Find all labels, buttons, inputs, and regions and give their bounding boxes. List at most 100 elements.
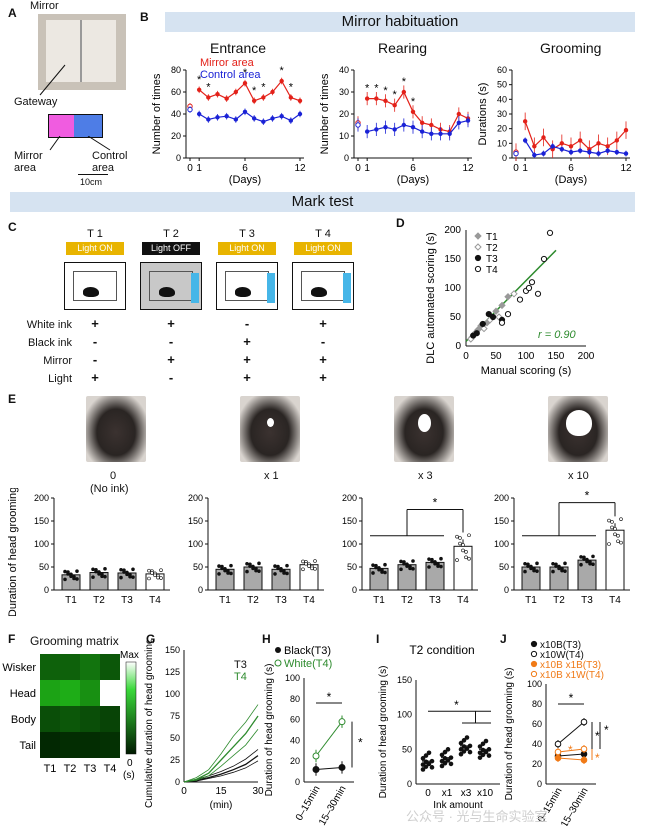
x-tick-label: 1 [196, 163, 202, 174]
data-point [596, 141, 601, 146]
significance-marker: * [402, 76, 407, 88]
data-point [383, 98, 388, 103]
x-tick-label: 6 [568, 163, 574, 174]
data-dot [159, 576, 163, 580]
data-dot [591, 554, 595, 559]
legend-marker [530, 660, 538, 668]
heatmap-cell [60, 732, 80, 758]
data-point [614, 138, 620, 143]
y-tick-label: 200 [494, 493, 509, 503]
data-dot [72, 576, 76, 581]
legend-label: x10B(T3) [540, 640, 581, 651]
data-dot [405, 564, 409, 568]
mouse-photo-x3 [394, 396, 454, 462]
data-dot [464, 555, 468, 560]
data-dot [477, 750, 483, 756]
series-line-0 [198, 79, 301, 102]
trial-conditions: T 1 Light ON + - - + T 2 Light OFF + - + - T 3 Light … [60, 228, 400, 388]
data-dot [147, 576, 151, 581]
data-dot [273, 564, 277, 568]
data-dot [371, 563, 375, 567]
data-point [456, 120, 462, 126]
row-label-white: White ink [26, 319, 72, 331]
significance-marker: * [595, 729, 600, 743]
significance-marker-orange-2: * [568, 743, 573, 757]
legend-t4: T4 [234, 671, 247, 683]
y-axis-label: Duration of head grooming (s) [378, 666, 389, 799]
row-labels: White ink Black ink Mirror Light [20, 316, 72, 388]
cumulative-grooming-chart: 0 25 50 75 100 125 150 0 15 30 (min) Cumulative dur… [144, 640, 264, 811]
data-point [383, 125, 388, 130]
data-dot [610, 520, 614, 524]
series-line-1 [367, 120, 469, 135]
mouse-photo-x10 [548, 396, 608, 462]
x-tick-label: T1 [65, 595, 77, 606]
heatmap-cell [100, 706, 120, 732]
condition-sign: + [243, 352, 251, 367]
y-tick-label: 50 [170, 733, 180, 743]
x-tick-label: T2 [401, 595, 413, 606]
series-line-1 [524, 140, 627, 156]
mouse-photo-no-ink [86, 396, 146, 462]
series-line-1 [315, 721, 343, 757]
section-banner-habituation: Mirror habituation [165, 12, 635, 32]
dose-label-no-ink: (No ink) [90, 483, 129, 495]
data-point [224, 96, 229, 101]
data-dot [220, 566, 224, 571]
legend-label: T1 [486, 232, 498, 243]
data-dot [282, 571, 286, 575]
data-point [392, 127, 397, 132]
data-dot [551, 561, 555, 566]
legend-label: x10B x1W(T4) [540, 670, 604, 681]
y-axis-label: Number of times [319, 73, 331, 154]
y-tick-label: 0 [44, 585, 49, 595]
data-dot [423, 759, 429, 765]
trial-column-4: T 4 Light ON + - + + [288, 228, 358, 388]
data-point [215, 92, 220, 97]
data-dot [420, 767, 426, 772]
data-point [224, 114, 229, 119]
x-tick-label: x10 [477, 788, 494, 799]
data-dot [523, 561, 527, 566]
colorbar-max-label: Max [120, 650, 139, 661]
panel-label-h: H [262, 632, 271, 646]
data-point [605, 144, 610, 149]
significance-marker: * [374, 83, 379, 95]
data-dot [66, 572, 70, 576]
data-dot [94, 569, 98, 574]
x-tick-label: T3 [429, 595, 441, 606]
data-dot [156, 575, 160, 580]
legend-marker-white [274, 659, 282, 667]
arena-diagram [292, 262, 354, 310]
legend-marker [474, 265, 482, 273]
heatmap-row-label: Body [11, 714, 37, 726]
data-dot [619, 517, 623, 521]
black-white-grooming-chart: Black(T3)White(T4)0204060801000–15min15–… [264, 645, 363, 826]
heatmap-cell [100, 732, 120, 758]
heatmap-cell [100, 654, 120, 680]
x-axis-label: (Days) [397, 174, 429, 186]
y-tick-label: 20 [171, 131, 181, 141]
data-dot [226, 571, 230, 575]
watermark: 公众号 · 光与生命实验室 [406, 809, 548, 824]
y-tick-label: 100 [342, 539, 357, 549]
data-point [251, 116, 257, 121]
light-status-badge: Light OFF [142, 242, 200, 255]
data-dot [128, 574, 132, 579]
y-tick-label: 10 [497, 138, 507, 148]
data-dot [285, 571, 289, 576]
data-point [364, 96, 370, 101]
data-dot [245, 561, 249, 566]
heatmap-cell [60, 654, 80, 680]
data-point [242, 109, 248, 114]
dlc-scatter-chart: 00 50 50 100 100 150 150 200 200 Manual scoring (… [425, 225, 595, 377]
data-point [196, 87, 202, 92]
data-dot [119, 575, 123, 580]
data-point [605, 148, 610, 153]
panel-label-a: A [8, 6, 17, 20]
data-point [580, 745, 588, 753]
heatmap-row-label: Tail [19, 740, 36, 752]
data-dot [383, 562, 387, 567]
condition-sign: - [92, 334, 98, 349]
scatter-point-T1 [504, 292, 512, 301]
